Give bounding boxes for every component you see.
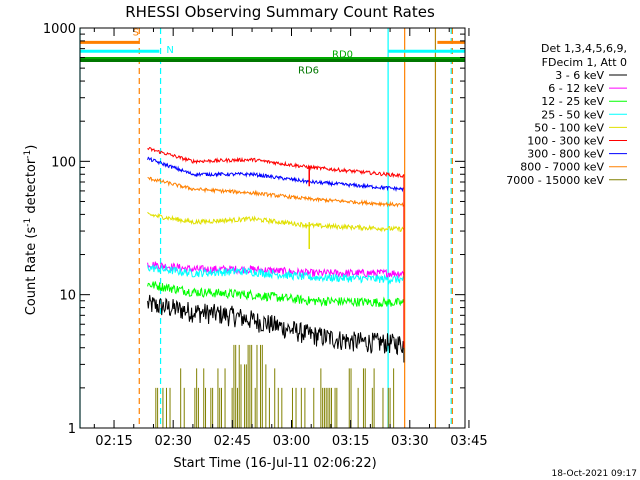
x-tick-label-1: 02:30 xyxy=(154,434,191,449)
y-axis-label-exp1: -1 xyxy=(23,218,33,227)
flag-label-s: S xyxy=(133,27,139,38)
axes: 1 10 100 1000 02:15 02:30 02:45 03:00 03:15 03:30… xyxy=(43,22,488,449)
flag-label-n: N xyxy=(166,45,173,56)
legend-label-3: 25 - 50 keV xyxy=(541,108,604,121)
legend-label-4: 50 - 100 keV xyxy=(534,121,604,134)
y-axis-label: Count Rate (s-1 detector-1) xyxy=(23,145,39,316)
flag-bars: S N RD0 RD6 xyxy=(80,27,465,77)
legend-label-0: 3 - 6 keV xyxy=(555,69,604,82)
legend: Det 1,3,4,5,6,9, FDecim 1, Att 0 3 - 6 k… xyxy=(506,42,627,187)
legend-header-line2: FDecim 1, Att 0 xyxy=(542,56,627,69)
legend-label-5: 100 - 300 keV xyxy=(527,135,604,148)
legend-label-6: 300 - 800 keV xyxy=(527,148,604,161)
y-axis-label-end: ) xyxy=(24,145,39,150)
series-800-7000kev xyxy=(147,176,405,208)
footer-timestamp: 18-Oct-2021 09:17 xyxy=(552,469,637,479)
y-tick-label-3: 1000 xyxy=(43,22,76,37)
x-tick-label-2: 02:45 xyxy=(214,434,251,449)
series-3-6kev xyxy=(147,294,405,363)
legend-label-1: 6 - 12 keV xyxy=(548,82,604,95)
y-tick-label-2: 100 xyxy=(51,155,76,170)
flag-label-rd6: RD6 xyxy=(298,66,319,77)
y-axis-label-mid: detector xyxy=(24,158,39,218)
series-25-50kev xyxy=(147,263,405,285)
series-7000-15000-kev xyxy=(155,344,395,428)
series-12-25kev xyxy=(147,281,405,308)
series-50-100kev xyxy=(147,211,405,233)
x-tick-label-6: 03:45 xyxy=(450,434,487,449)
series-100-300kev xyxy=(147,146,405,179)
series-group xyxy=(147,146,405,428)
x-tick-label-0: 02:15 xyxy=(95,434,132,449)
y-axis-label-exp2: -1 xyxy=(23,150,33,159)
x-tick-label-4: 03:15 xyxy=(332,434,369,449)
series-300-800kev xyxy=(147,156,404,193)
x-tick-label-3: 03:00 xyxy=(273,434,310,449)
legend-label-2: 12 - 25 keV xyxy=(541,95,604,108)
y-tick-label-0: 1 xyxy=(68,422,76,437)
y-tick-label-1: 10 xyxy=(59,289,76,304)
x-tick-label-5: 03:30 xyxy=(391,434,428,449)
y-axis-label-main: Count Rate (s xyxy=(24,227,39,316)
x-axis-label: Start Time (16-Jul-11 02:06:22) xyxy=(173,456,376,471)
flag-label-rd0: RD0 xyxy=(332,50,353,61)
legend-label-7: 800 - 7000 keV xyxy=(520,161,604,174)
legend-label-8: 7000 - 15000 keV xyxy=(506,174,604,187)
chart-title: RHESSI Observing Summary Count Rates xyxy=(125,3,435,21)
legend-header-line1: Det 1,3,4,5,6,9, xyxy=(541,42,627,55)
plot-frame xyxy=(79,27,466,429)
